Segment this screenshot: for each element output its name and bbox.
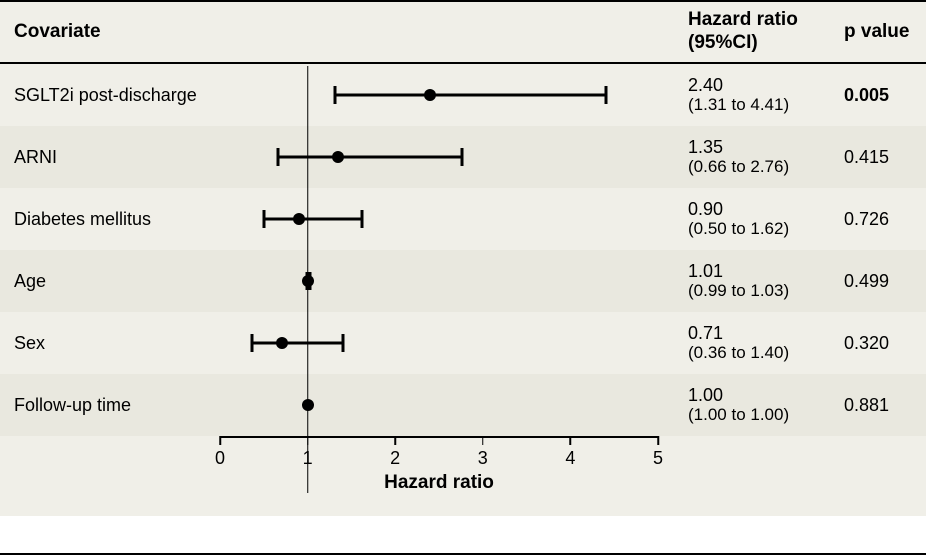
hr-cell: 2.40(1.31 to 4.41): [678, 75, 838, 116]
hr-value: 1.35: [688, 137, 838, 158]
hr-ci: (1.31 to 4.41): [688, 95, 838, 115]
covariate-label: Sex: [0, 333, 200, 354]
hr-ci: (1.00 to 1.00): [688, 405, 838, 425]
hr-ci: (0.50 to 1.62): [688, 219, 838, 239]
x-tick: [307, 436, 309, 445]
covariate-label: Diabetes mellitus: [0, 209, 200, 230]
plot-cell: [200, 64, 678, 126]
ci-whisker: [278, 156, 462, 159]
ci-cap-high: [605, 86, 608, 104]
hr-cell: 1.35(0.66 to 2.76): [678, 137, 838, 178]
plot-area: [220, 250, 658, 312]
ci-cap-high: [460, 148, 463, 166]
plot-cell: [200, 126, 678, 188]
ci-cap-low: [262, 210, 265, 228]
axis-spacer-left: [0, 436, 200, 516]
x-tick: [394, 436, 396, 445]
data-row: SGLT2i post-discharge 2.40(1.31 to 4.41)0…: [0, 64, 926, 126]
hr-value: 0.71: [688, 323, 838, 344]
hr-ci: (0.36 to 1.40): [688, 343, 838, 363]
hr-ci: (0.66 to 2.76): [688, 157, 838, 177]
hr-cell: 1.01(0.99 to 1.03): [678, 261, 838, 302]
header-p: p value: [838, 21, 926, 44]
x-tick-label: 4: [565, 448, 575, 469]
axis-plot: Hazard ratio 0 1 2 3 4 5: [200, 436, 678, 516]
p-value: 0.415: [838, 147, 926, 168]
axis-spacer-hr: [678, 436, 838, 516]
x-axis-line: [220, 436, 658, 438]
ci-whisker: [335, 94, 607, 97]
hr-cell: 0.90(0.50 to 1.62): [678, 199, 838, 240]
data-row: Age 1.01(0.99 to 1.03)0.499: [0, 250, 926, 312]
axis-spacer-p: [838, 436, 926, 516]
ci-cap-high: [341, 334, 344, 352]
plot-cell: [200, 312, 678, 374]
header-covariate: Covariate: [0, 21, 200, 44]
x-tick-label: 3: [478, 448, 488, 469]
hr-cell: 1.00(1.00 to 1.00): [678, 385, 838, 426]
ci-cap-low: [276, 148, 279, 166]
p-value: 0.881: [838, 395, 926, 416]
hr-ci: (0.99 to 1.03): [688, 281, 838, 301]
hr-cell: 0.71(0.36 to 1.40): [678, 323, 838, 364]
x-tick: [219, 436, 221, 445]
x-tick-label: 1: [303, 448, 313, 469]
hr-dot: [424, 89, 436, 101]
covariate-label: Follow-up time: [0, 395, 200, 416]
x-tick-label: 2: [390, 448, 400, 469]
header-hr: Hazard ratio (95%CI): [678, 9, 838, 55]
header-plot-spacer: [200, 2, 678, 62]
x-tick-label: 5: [653, 448, 663, 469]
hr-dot: [302, 399, 314, 411]
hr-value: 1.01: [688, 261, 838, 282]
plot-cell: [200, 188, 678, 250]
header-row: Covariate Hazard ratio (95%CI) p value: [0, 2, 926, 64]
plot-area: [220, 374, 658, 436]
p-value: 0.499: [838, 271, 926, 292]
plot-area: [220, 188, 658, 250]
hr-dot: [293, 213, 305, 225]
axis-row: Hazard ratio 0 1 2 3 4 5: [0, 436, 926, 516]
rows-container: SGLT2i post-discharge2.40(1.31 to 4.41)0…: [0, 64, 926, 436]
data-row: Follow-up time 1.00(1.00 to 1.00)0.881: [0, 374, 926, 436]
covariate-label: Age: [0, 271, 200, 292]
hr-value: 1.00: [688, 385, 838, 406]
plot-cell: [200, 374, 678, 436]
p-value: 0.726: [838, 209, 926, 230]
x-tick: [570, 436, 572, 445]
ci-cap-low: [333, 86, 336, 104]
x-tick: [657, 436, 659, 445]
plot-area: [220, 64, 658, 126]
data-row: ARNI 1.35(0.66 to 2.76)0.415: [0, 126, 926, 188]
hr-value: 0.90: [688, 199, 838, 220]
ci-whisker: [252, 342, 343, 345]
plot-area: [220, 312, 658, 374]
hr-value: 2.40: [688, 75, 838, 96]
x-tick-label: 0: [215, 448, 225, 469]
p-value: 0.005: [838, 85, 926, 106]
axis-area: Hazard ratio 012345: [220, 436, 658, 516]
covariate-label: SGLT2i post-discharge: [0, 85, 200, 106]
data-row: Sex 0.71(0.36 to 1.40)0.320: [0, 312, 926, 374]
covariate-label: ARNI: [0, 147, 200, 168]
ci-cap-high: [360, 210, 363, 228]
x-tick: [482, 436, 484, 445]
p-value: 0.320: [838, 333, 926, 354]
hr-dot: [302, 275, 314, 287]
ci-whisker: [264, 218, 362, 221]
hr-dot: [332, 151, 344, 163]
plot-cell: [200, 250, 678, 312]
data-row: Diabetes mellitus 0.90(0.50 to 1.62)0.726: [0, 188, 926, 250]
x-axis-title: Hazard ratio: [384, 472, 494, 494]
plot-area: [220, 126, 658, 188]
forest-plot: Covariate Hazard ratio (95%CI) p value S…: [0, 0, 926, 555]
ci-cap-low: [250, 334, 253, 352]
hr-dot: [276, 337, 288, 349]
